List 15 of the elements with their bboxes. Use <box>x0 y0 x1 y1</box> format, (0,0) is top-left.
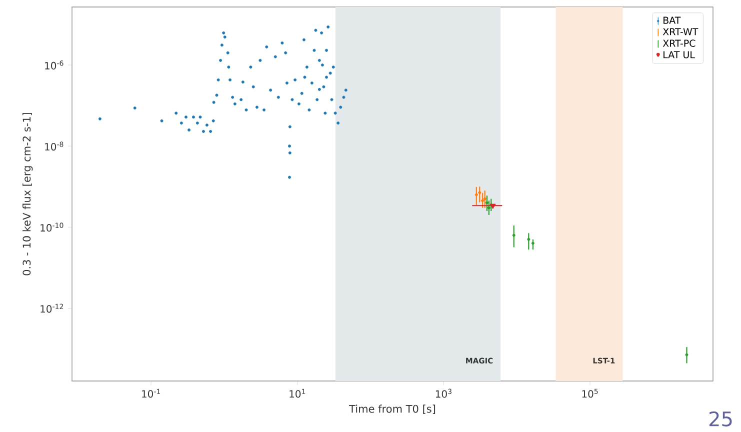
legend-label: BAT <box>664 16 681 24</box>
text: 25 <box>709 411 732 426</box>
legend-label: XRT-WT <box>662 28 698 36</box>
y-axis-title: 0.3 - 10 keV flux [erg cm-2 s-1] <box>22 112 33 276</box>
legend-label: LAT UL <box>664 51 695 58</box>
x-tick-label: 10$^{1}$ <box>290 388 306 398</box>
y-tick-label: 10$^{-6}$ <box>45 60 64 70</box>
y-tick-label: 10$^{-12}$ <box>40 304 64 313</box>
x-axis-title: Time from T0 [s] <box>349 404 436 414</box>
x-tick-label: 10$^{3}$ <box>436 388 452 398</box>
y-tick-label: 10$^{-10}$ <box>40 222 64 232</box>
legend-label: XRT-PC <box>662 40 696 47</box>
y-tick-label: 10$^{-8}$ <box>45 142 64 151</box>
x-tick-label: 10$^{5}$ <box>582 388 598 398</box>
x-tick-label: 10$^{-1}$ <box>142 388 160 398</box>
